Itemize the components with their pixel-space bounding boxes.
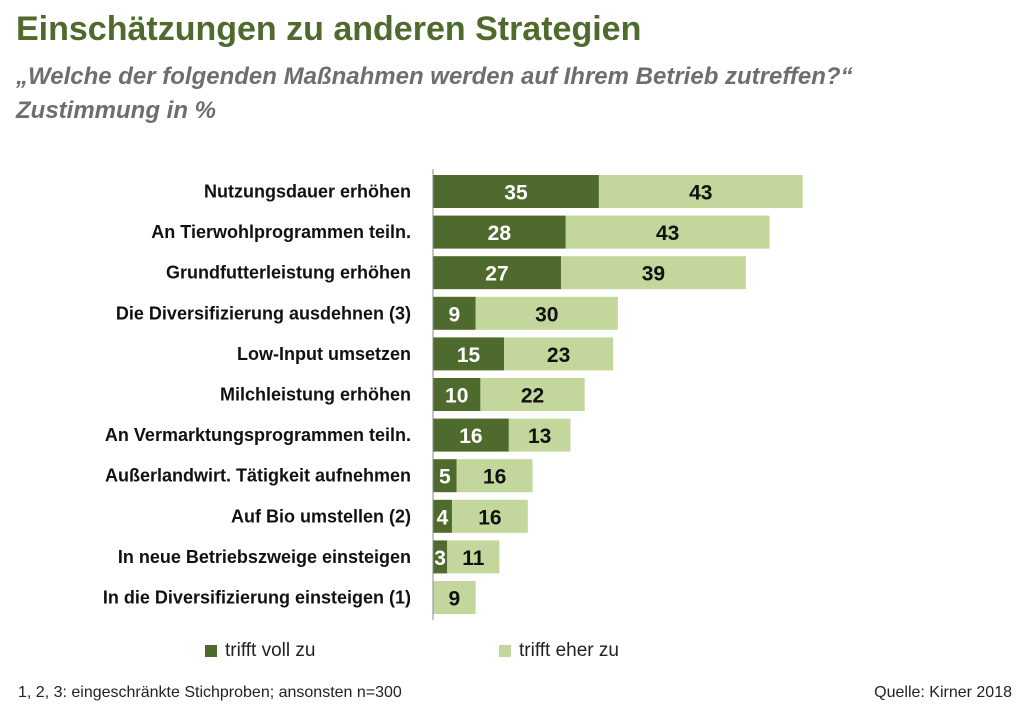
subtitle-question: „Welche der folgenden Maßnahmen werden a… bbox=[16, 63, 853, 90]
data-label: 28 bbox=[488, 222, 512, 245]
bar-trifft-voll-zu bbox=[433, 256, 561, 290]
bar-trifft-voll-zu bbox=[433, 418, 509, 452]
category-label: In die Diversifizierung einsteigen (1) bbox=[103, 588, 411, 608]
data-label: 4 bbox=[437, 506, 449, 529]
legend-swatch-dark bbox=[205, 645, 217, 657]
data-label: 30 bbox=[535, 303, 558, 326]
category-label: An Vermarktungsprogrammen teiln. bbox=[105, 425, 411, 445]
bar-trifft-eher-zu bbox=[560, 256, 746, 290]
data-label: 22 bbox=[521, 385, 544, 408]
data-label: 13 bbox=[528, 425, 551, 448]
bar-trifft-eher-zu bbox=[480, 378, 585, 411]
source-note: Quelle: Kirner 2018 bbox=[874, 684, 1012, 701]
bar-trifft-voll-zu bbox=[433, 175, 599, 208]
data-label: 23 bbox=[547, 344, 570, 367]
category-label: Low-Input umsetzen bbox=[237, 344, 411, 364]
category-label: Die Diversifizierung ausdehnen (3) bbox=[116, 303, 411, 323]
data-label: 11 bbox=[462, 547, 485, 570]
data-label: 16 bbox=[478, 506, 501, 529]
category-label: An Tierwohlprogrammen teiln. bbox=[151, 222, 411, 242]
data-label: 43 bbox=[689, 182, 712, 205]
data-label: 39 bbox=[642, 263, 665, 286]
category-label: In neue Betriebszweige einsteigen bbox=[118, 547, 411, 567]
bar-trifft-eher-zu bbox=[456, 459, 533, 493]
legend-item-trifft-voll-zu: trifft voll zu bbox=[205, 640, 315, 662]
bar-trifft-eher-zu bbox=[447, 540, 500, 574]
chart-subtitle: „Welche der folgenden Maßnahmen werden a… bbox=[16, 60, 853, 128]
footnote: 1, 2, 3: eingeschränkte Stichproben; ans… bbox=[18, 684, 402, 701]
legend-label: trifft voll zu bbox=[225, 640, 316, 661]
data-label: 15 bbox=[457, 344, 481, 367]
data-label: 16 bbox=[459, 425, 482, 448]
legend-item-trifft-eher-zu: trifft eher zu bbox=[499, 640, 619, 662]
subtitle-unit: Zustimmung in % bbox=[16, 97, 216, 124]
data-label: 16 bbox=[483, 466, 506, 489]
bar-trifft-eher-zu bbox=[475, 296, 618, 330]
category-label: Grundfutterleistung erhöhen bbox=[166, 263, 411, 283]
data-label: 10 bbox=[445, 385, 468, 408]
bar-trifft-voll-zu bbox=[433, 499, 452, 533]
bar-trifft-eher-zu bbox=[504, 337, 614, 371]
bar-trifft-voll-zu bbox=[433, 378, 481, 411]
legend-swatch-light bbox=[499, 645, 511, 657]
data-label: 5 bbox=[439, 466, 451, 489]
data-label: 27 bbox=[485, 263, 508, 286]
data-label: 35 bbox=[504, 182, 528, 205]
data-label: 9 bbox=[448, 303, 460, 326]
bar-trifft-voll-zu bbox=[433, 540, 448, 574]
bar-trifft-eher-zu bbox=[451, 499, 528, 533]
category-label: Nutzungsdauer erhöhen bbox=[204, 182, 411, 202]
data-label: 43 bbox=[656, 222, 679, 245]
data-label: 3 bbox=[434, 547, 446, 570]
bar-trifft-voll-zu bbox=[433, 459, 457, 493]
bar-trifft-eher-zu bbox=[565, 215, 770, 249]
category-label: Auf Bio umstellen (2) bbox=[231, 506, 411, 526]
chart-title: Einschätzungen zu anderen Strategien bbox=[16, 10, 642, 48]
category-label: Außerlandwirt. Tätigkeit aufnehmen bbox=[105, 466, 411, 486]
bar-trifft-voll-zu bbox=[433, 215, 566, 249]
bar-trifft-voll-zu bbox=[433, 296, 476, 330]
bar-trifft-eher-zu bbox=[433, 581, 476, 614]
legend-label: trifft eher zu bbox=[519, 640, 619, 661]
bar-trifft-eher-zu bbox=[598, 175, 803, 208]
bar-trifft-voll-zu bbox=[433, 337, 505, 371]
data-label: 9 bbox=[448, 588, 460, 611]
category-label: Milchleistung erhöhen bbox=[220, 385, 411, 405]
bar-trifft-eher-zu bbox=[508, 418, 571, 452]
